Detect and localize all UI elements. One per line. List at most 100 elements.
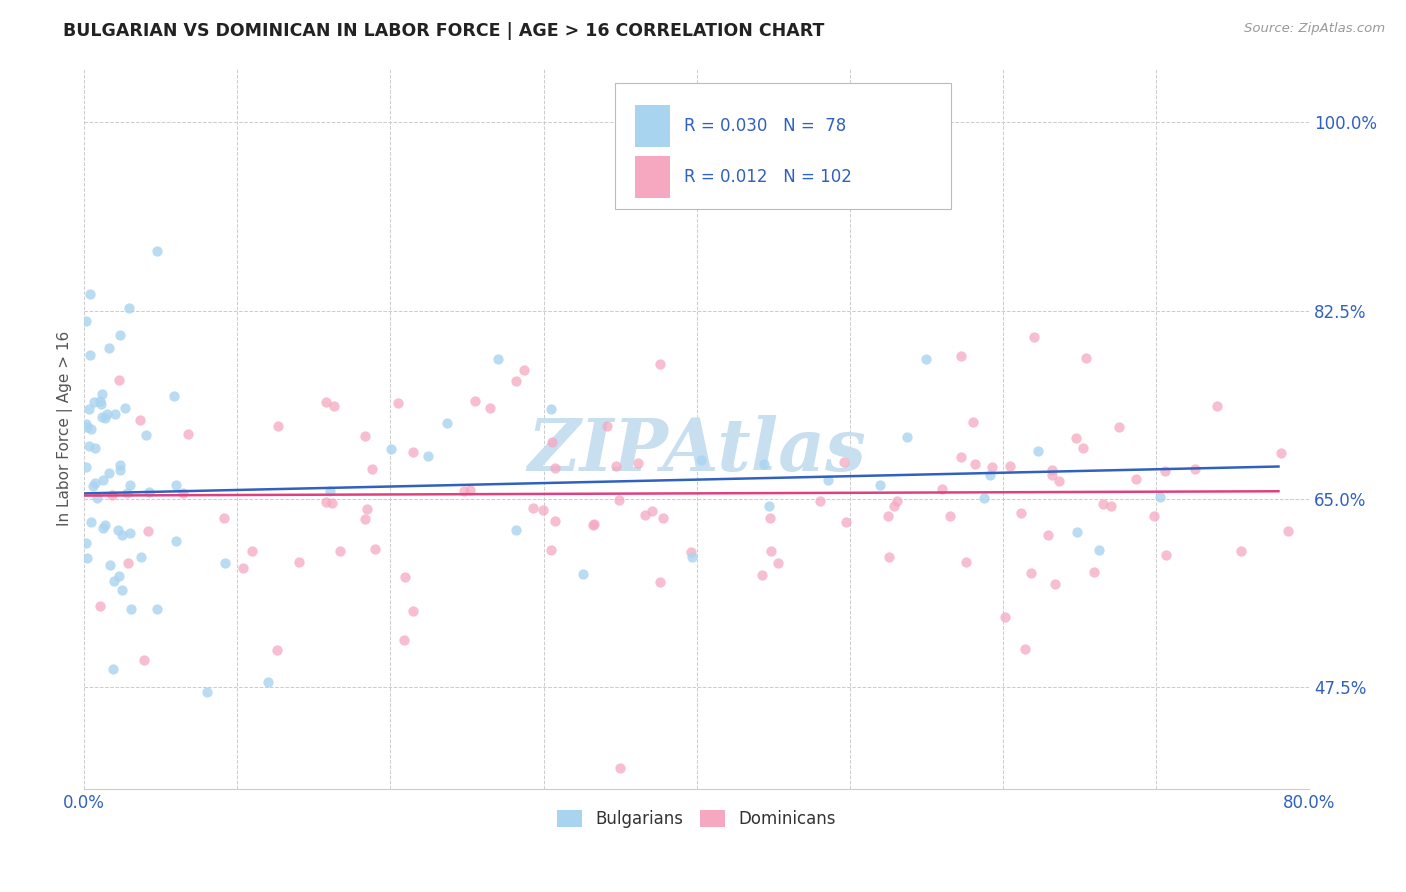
Point	[353, 512, 375, 526]
Point	[979, 467, 1001, 482]
Point	[129, 413, 152, 427]
Point	[505, 374, 527, 388]
Point	[83, 476, 105, 491]
Point	[75, 417, 97, 432]
Point	[531, 503, 554, 517]
Point	[1092, 496, 1115, 510]
Point	[315, 495, 337, 509]
Text: ZIPAtlas: ZIPAtlas	[527, 415, 866, 486]
Point	[177, 426, 200, 441]
Point	[76, 420, 98, 434]
Text: R = 0.030   N =  78: R = 0.030 N = 78	[685, 117, 846, 136]
Point	[962, 415, 984, 429]
Point	[402, 445, 425, 459]
Point	[394, 632, 416, 647]
Point	[104, 407, 127, 421]
Point	[329, 544, 352, 558]
Point	[288, 555, 311, 569]
Point	[93, 521, 115, 535]
Text: BULGARIAN VS DOMINICAN IN LABOR FORCE | AGE > 16 CORRELATION CHART: BULGARIAN VS DOMINICAN IN LABOR FORCE | …	[63, 22, 825, 40]
Point	[100, 488, 122, 502]
Point	[120, 478, 142, 492]
Point	[464, 393, 486, 408]
Point	[232, 560, 254, 574]
Point	[609, 793, 631, 807]
Point	[165, 534, 187, 549]
Point	[1125, 472, 1147, 486]
Point	[1088, 543, 1111, 558]
Y-axis label: In Labor Force | Age > 16: In Labor Force | Age > 16	[58, 331, 73, 526]
Point	[479, 401, 502, 415]
Point	[135, 428, 157, 442]
Point	[90, 396, 112, 410]
FancyBboxPatch shape	[636, 156, 669, 197]
Point	[1149, 491, 1171, 505]
Point	[572, 567, 595, 582]
Point	[582, 517, 605, 532]
Point	[79, 439, 101, 453]
Point	[1270, 446, 1292, 460]
Point	[120, 602, 142, 616]
Point	[111, 583, 134, 598]
Point	[315, 395, 337, 409]
Point	[540, 402, 562, 417]
Point	[129, 549, 152, 564]
Point	[939, 508, 962, 523]
Point	[80, 515, 103, 529]
Point	[212, 511, 235, 525]
Point	[540, 434, 562, 449]
Point	[79, 402, 101, 417]
Point	[267, 419, 290, 434]
Point	[1154, 549, 1177, 563]
Point	[1043, 577, 1066, 591]
Point	[605, 459, 627, 474]
Point	[94, 518, 117, 533]
Point	[808, 493, 831, 508]
Point	[114, 401, 136, 415]
Point	[1040, 463, 1063, 477]
Point	[240, 543, 263, 558]
Point	[257, 674, 280, 689]
Point	[108, 463, 131, 477]
Point	[505, 523, 527, 537]
Point	[689, 452, 711, 467]
Point	[915, 351, 938, 366]
Point	[90, 409, 112, 424]
Point	[1076, 351, 1098, 366]
Point	[1019, 566, 1042, 580]
FancyBboxPatch shape	[636, 105, 669, 147]
Point	[75, 460, 97, 475]
Point	[163, 389, 186, 403]
Point	[998, 458, 1021, 473]
Point	[896, 430, 918, 444]
Point	[877, 549, 900, 564]
Point	[876, 509, 898, 524]
Point	[117, 486, 139, 500]
Point	[402, 604, 425, 618]
Point	[356, 501, 378, 516]
Point	[681, 549, 703, 564]
Legend: Bulgarians, Dominicans: Bulgarians, Dominicans	[551, 804, 842, 835]
Point	[513, 362, 536, 376]
Point	[172, 486, 194, 500]
Point	[1143, 508, 1166, 523]
Point	[319, 484, 342, 499]
Point	[973, 491, 995, 506]
Point	[146, 602, 169, 616]
Point	[387, 396, 409, 410]
Point	[835, 515, 858, 529]
Point	[950, 349, 973, 363]
Point	[627, 457, 650, 471]
Point	[89, 394, 111, 409]
Point	[416, 449, 439, 463]
Point	[322, 399, 344, 413]
Point	[1036, 528, 1059, 542]
Point	[84, 441, 107, 455]
Point	[98, 558, 121, 573]
Point	[75, 314, 97, 328]
Point	[759, 511, 782, 525]
Point	[321, 496, 343, 510]
Point	[1099, 499, 1122, 513]
Point	[817, 473, 839, 487]
Point	[117, 557, 139, 571]
